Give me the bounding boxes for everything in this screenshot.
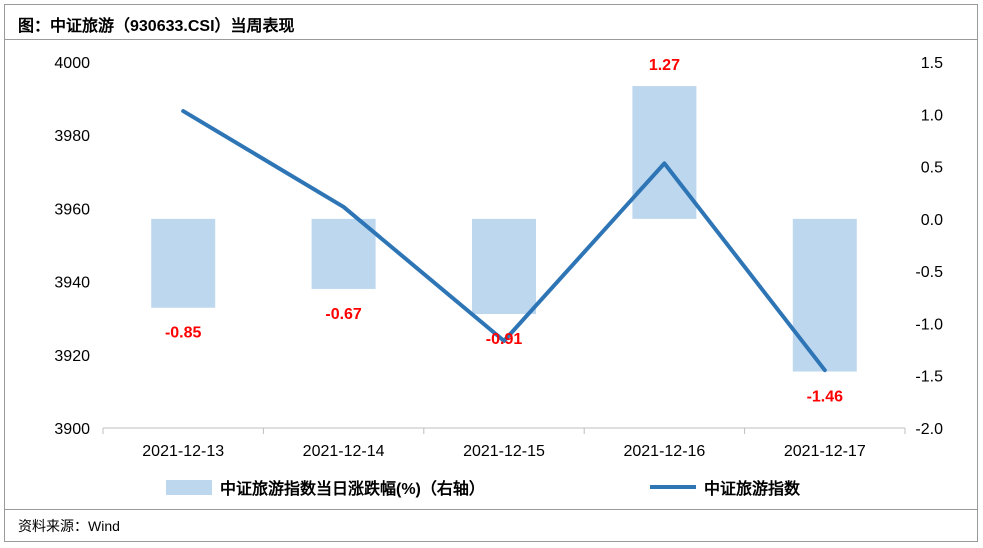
right-y-tick-label: 0.5 <box>921 160 943 177</box>
source-divider <box>4 509 978 510</box>
bar-change-pct <box>792 218 857 372</box>
chart-frame <box>4 4 978 542</box>
bar-data-label: -1.46 <box>807 389 844 406</box>
x-tick-label: 2021-12-15 <box>463 443 545 460</box>
bar-data-label: -0.85 <box>165 325 202 342</box>
legend-line-label: 中证旅游指数 <box>704 481 801 498</box>
bar-change-pct <box>472 218 536 315</box>
chart-title: 图：中证旅游（930633.CSI）当周表现 <box>18 18 295 35</box>
bar-change-pct <box>632 86 697 219</box>
title-divider <box>4 39 978 40</box>
left-y-tick-label: 3960 <box>54 201 90 218</box>
left-y-tick-label: 3940 <box>54 275 90 292</box>
x-tick-label: 2021-12-14 <box>303 443 385 460</box>
source-note: 资料来源：Wind <box>18 518 120 534</box>
legend-line-swatch <box>650 485 696 489</box>
right-y-tick-label: 0.0 <box>921 212 943 229</box>
right-y-tick-label: -2.0 <box>915 421 943 438</box>
bar-data-label: -0.91 <box>486 331 523 348</box>
x-tick-label: 2021-12-13 <box>142 443 224 460</box>
left-y-tick-label: 3920 <box>54 348 90 365</box>
legend-bar-label: 中证旅游指数当日涨跌幅(%)（右轴） <box>220 481 485 498</box>
bar-change-pct <box>151 218 216 308</box>
right-y-tick-label: -1.5 <box>915 369 943 386</box>
left-y-tick-label: 3980 <box>54 128 90 145</box>
left-y-tick-label: 4000 <box>54 55 90 72</box>
legend-item-index: 中证旅游指数 <box>650 475 800 499</box>
index-line <box>181 109 827 373</box>
right-y-tick-label: -0.5 <box>915 264 943 281</box>
right-y-tick-label: 1.5 <box>921 55 943 72</box>
legend-bar-swatch <box>166 479 212 495</box>
legend-item-change-pct: 中证旅游指数当日涨跌幅(%)（右轴） <box>166 475 485 499</box>
left-y-tick-label: 3900 <box>54 421 90 438</box>
x-tick-label: 2021-12-16 <box>623 443 705 460</box>
bar-data-label: 1.27 <box>649 57 680 74</box>
bar-change-pct <box>311 218 376 289</box>
right-y-tick-label: 1.0 <box>921 107 943 124</box>
x-tick-label: 2021-12-17 <box>784 443 866 460</box>
right-y-tick-label: -1.0 <box>915 316 943 333</box>
bar-data-label: -0.67 <box>325 306 362 323</box>
